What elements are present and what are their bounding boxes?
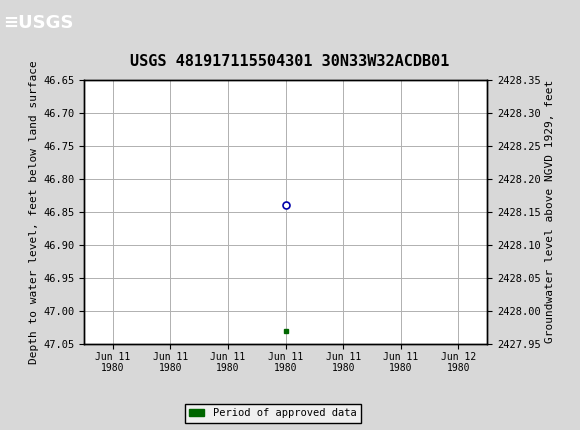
Text: USGS 481917115504301 30N33W32ACDB01: USGS 481917115504301 30N33W32ACDB01 — [130, 54, 450, 69]
Legend: Period of approved data: Period of approved data — [184, 404, 361, 423]
Text: ≡USGS: ≡USGS — [3, 14, 74, 31]
Y-axis label: Groundwater level above NGVD 1929, feet: Groundwater level above NGVD 1929, feet — [545, 80, 555, 344]
Y-axis label: Depth to water level, feet below land surface: Depth to water level, feet below land su… — [29, 60, 39, 364]
